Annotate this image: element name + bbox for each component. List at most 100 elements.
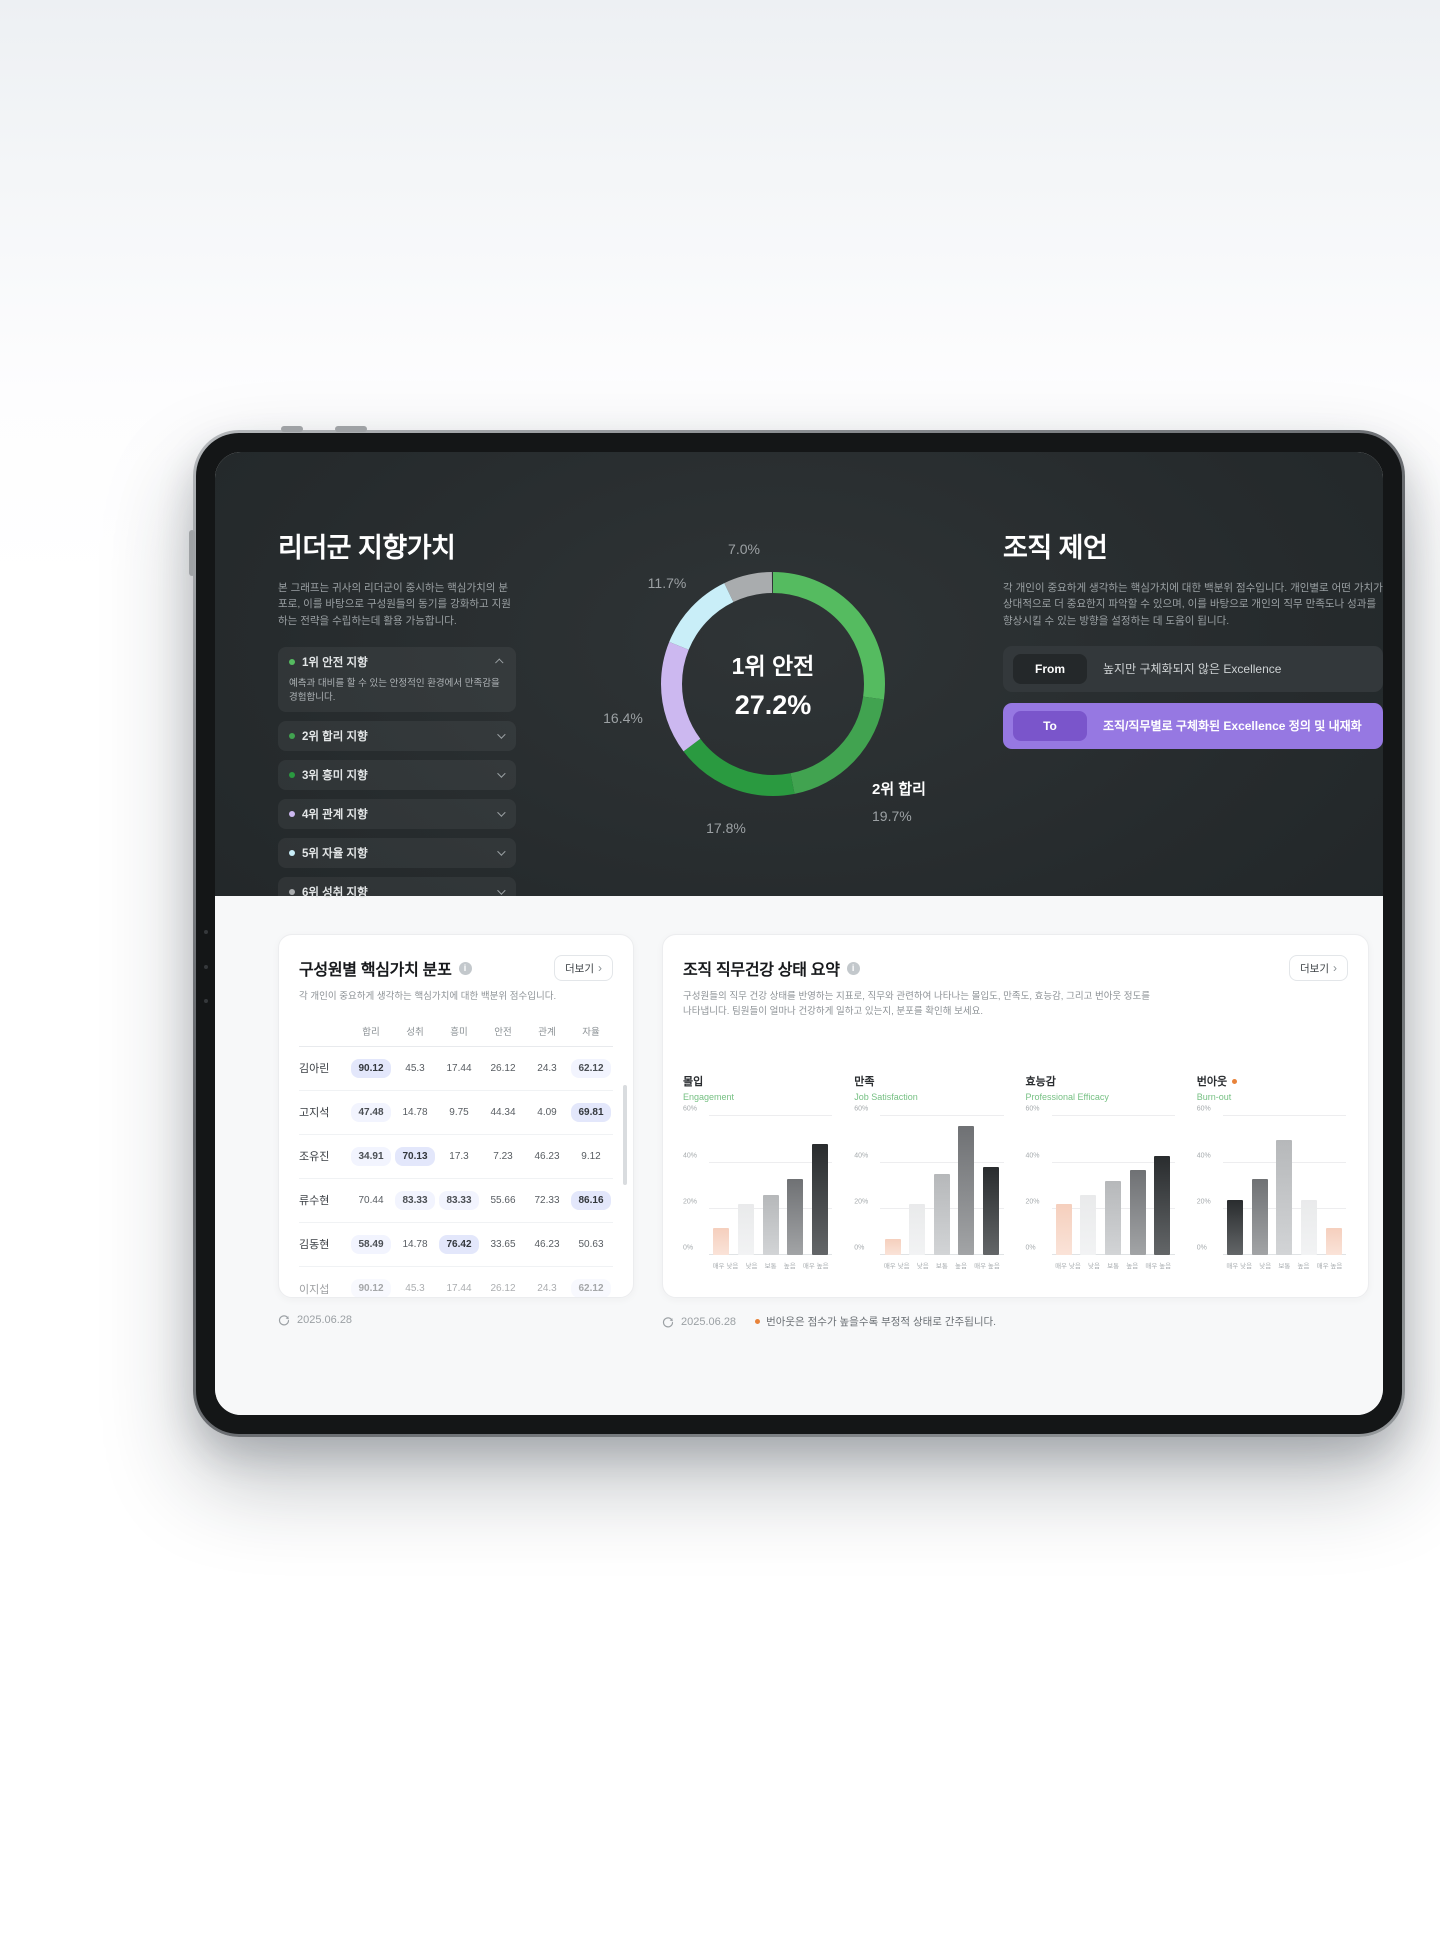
value-cell: 46.23 (534, 1150, 560, 1162)
chevron-right-icon: › (598, 961, 602, 975)
value-cell: 17.44 (446, 1283, 472, 1295)
x-tick-label: 매우 높음 (1145, 1263, 1172, 1271)
value-cell: 76.42 (437, 1234, 481, 1254)
grid-line (709, 1161, 833, 1163)
column-header: 흥미 (450, 1027, 468, 1039)
table-row: 이지섭 90.12 45.3 17.44 26.12 24.3 62.12 (299, 1267, 613, 1297)
mini-bar-chart-professional-efficacy: 효능감 Professional Efficacy 0% 20% 40% 60% 매우 낮음… (1026, 1073, 1177, 1270)
members-more-button[interactable]: 더보기 › (554, 955, 613, 981)
tablet-bezel: 리더군 지향가치 본 그래프는 귀사의 리더군이 중시하는 핵심가치의 분포로,… (196, 433, 1402, 1434)
more-button-label: 더보기 (565, 962, 594, 975)
donut-segment-label: 16.4% (603, 710, 643, 726)
summary-cards-panel: 구성원별 핵심가치 분포 i 더보기 › 각 개인이 중요하게 생각하는 핵심가… (215, 896, 1383, 1415)
bar (811, 1144, 828, 1256)
refresh-icon[interactable] (278, 1314, 290, 1326)
table-scrollbar[interactable] (623, 1085, 627, 1185)
bar (933, 1174, 950, 1256)
accordion-item[interactable]: 2위 합리 지향 (278, 721, 516, 752)
value-cell: 69.81 (569, 1102, 613, 1122)
grid-line (1051, 1115, 1175, 1117)
donut-segment-흥미 (661, 572, 885, 796)
chart-plot-area: 0% 20% 40% 60% (1197, 1106, 1348, 1256)
tablet-device: 리더군 지향가치 본 그래프는 귀사의 리더군이 중시하는 핵심가치의 분포로,… (189, 426, 1405, 1437)
accordion-item-label: 3위 흥미 지향 (302, 770, 368, 783)
x-tick-label: 보통 (1278, 1263, 1291, 1271)
member-name: 조유진 (299, 1151, 330, 1164)
bar (983, 1167, 1000, 1256)
accordion-item-description: 예측과 대비를 할 수 있는 안정적인 환경에서 만족감을 경험합니다. (289, 677, 500, 704)
chevron-down-icon (497, 886, 506, 896)
chart-subtitle: Engagement (683, 1092, 735, 1103)
burnout-note: 번아웃은 점수가 높을수록 부정적 상태로 간주됩니다. (755, 1314, 996, 1329)
y-tick-label: 20% (1025, 1198, 1040, 1206)
column-header: 자율 (582, 1027, 600, 1039)
value-cell: 33.65 (490, 1238, 516, 1250)
to-badge: To (1013, 710, 1087, 741)
value-cell: 14.78 (402, 1238, 428, 1250)
members-card-footer: 2025.06.28 (278, 1314, 634, 1326)
member-name: 고지석 (299, 1107, 330, 1120)
value-cell: 50.63 (578, 1238, 604, 1250)
member-name: 김아린 (299, 1063, 330, 1076)
accordion-item[interactable]: 1위 안전 지향 예측과 대비를 할 수 있는 안정적인 환경에서 만족감을 경험… (278, 646, 516, 713)
members-card-title: 구성원별 핵심가치 분포 (299, 962, 452, 979)
value-color-dot (289, 889, 295, 896)
grid-line (880, 1161, 1004, 1163)
chevron-down-icon (497, 730, 506, 740)
table-header-row: 합리 성취 흥미 안전 관계 자율 (299, 1017, 613, 1047)
x-tick-label: 매우 높음 (974, 1263, 1000, 1271)
x-tick-label: 매우 낮음 (712, 1263, 739, 1271)
accordion-item[interactable]: 5위 자율 지향 (278, 838, 516, 869)
y-tick-label: 0% (683, 1244, 694, 1252)
value-cell: 83.33 (393, 1190, 437, 1210)
y-tick-label: 60% (1025, 1105, 1040, 1113)
dashboard-screen: 리더군 지향가치 본 그래프는 귀사의 리더군이 중시하는 핵심가치의 분포로,… (215, 452, 1383, 1415)
x-tick-label: 높음 (955, 1263, 967, 1271)
y-tick-label: 60% (683, 1105, 698, 1113)
table-row: 류수현 70.44 83.33 83.33 55.66 72.33 86.16 (299, 1179, 613, 1223)
bar (1055, 1204, 1072, 1256)
sensor-dot (204, 965, 208, 969)
accordion-item[interactable]: 4위 관계 지향 (278, 799, 516, 830)
donut-center-label: 1위 안전 27.2% (661, 572, 885, 796)
column-header: 합리 (362, 1027, 380, 1039)
member-name: 김동현 (299, 1239, 330, 1252)
value-color-dot (289, 850, 295, 857)
value-cell: 34.91 (349, 1146, 393, 1166)
mini-bar-chart-burn-out: 번아웃 Burn-out 0% 20% 40% 60% 매우 낮음 낮음 보통 높음 매우 높음 (1197, 1073, 1348, 1270)
x-tick-label: 매우 높음 (1316, 1263, 1343, 1271)
accordion-item[interactable]: 6위 성취 지향 (278, 877, 516, 908)
member-name: 이지섭 (299, 1283, 330, 1296)
from-text: 높지만 구체화되지 않은 Excellence (1103, 662, 1282, 677)
info-icon[interactable]: i (846, 961, 860, 975)
health-footer-date: 2025.06.28 (681, 1315, 737, 1328)
table-row: 김동현 58.49 14.78 76.42 33.65 46.23 50.63 (299, 1223, 613, 1267)
x-tick-label: 높음 (783, 1263, 796, 1271)
grid-line (880, 1115, 1004, 1117)
bar (1129, 1169, 1146, 1256)
x-axis-labels: 매우 낮음 낮음 보통 높음 매우 높음 (880, 1260, 1003, 1270)
accordion-item[interactable]: 3위 흥미 지향 (278, 760, 516, 791)
accordion-item-label: 6위 성취 지향 (302, 887, 368, 900)
leader-values-title: 리더군 지향가치 (278, 533, 456, 563)
health-card-header: 조직 직무건강 상태 요약 i 더보기 › (683, 955, 1348, 981)
health-more-button[interactable]: 더보기 › (1289, 955, 1348, 981)
member-name: 류수현 (299, 1195, 330, 1208)
value-cell: 44.34 (490, 1106, 516, 1118)
bar (713, 1227, 730, 1256)
value-cell: 17.3 (449, 1150, 469, 1162)
value-cell: 70.13 (393, 1146, 437, 1166)
members-core-values-card: 구성원별 핵심가치 분포 i 더보기 › 각 개인이 중요하게 생각하는 핵심가… (278, 934, 634, 1298)
info-icon[interactable]: i (458, 961, 472, 975)
table-row: 김아린 90.12 45.3 17.44 26.12 24.3 62.12 (299, 1047, 613, 1091)
grid-line (1051, 1161, 1175, 1163)
bar (1325, 1227, 1342, 1256)
refresh-icon[interactable] (662, 1316, 674, 1328)
bar (737, 1204, 754, 1256)
bar (1154, 1155, 1171, 1256)
y-tick-label: 0% (854, 1244, 865, 1252)
health-mini-charts: 몰입 Engagement 0% 20% 40% 60% 매우 낮음 낮음 보통 높음 매우 높음 만… (683, 1073, 1348, 1270)
value-cell: 26.12 (490, 1062, 516, 1074)
chart-title: 만족 (854, 1076, 875, 1089)
sensor-dot (204, 999, 208, 1003)
